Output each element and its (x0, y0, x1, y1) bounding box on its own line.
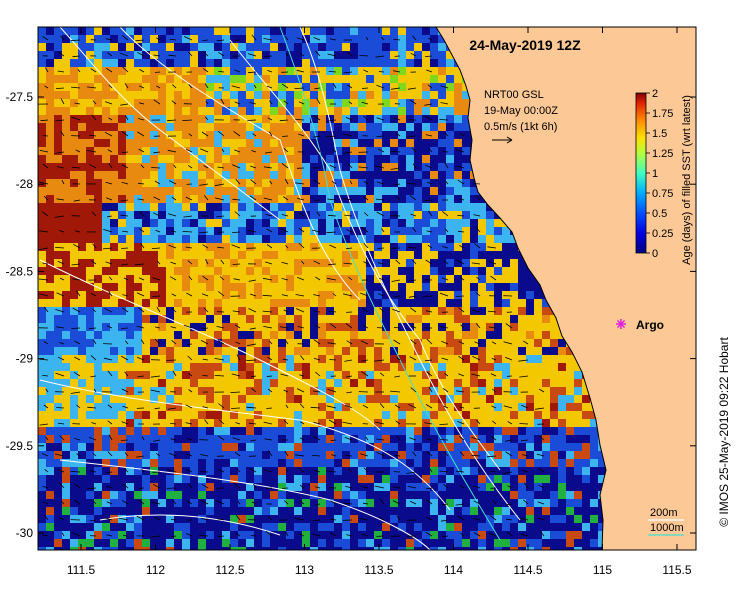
current-vector (152, 296, 160, 297)
map-plot-area (38, 27, 702, 555)
current-vector (235, 40, 240, 41)
current-vector (456, 296, 464, 297)
depth-200-label: 200m (650, 507, 678, 519)
current-vector (378, 248, 385, 249)
current-vector (440, 120, 449, 121)
y-tick-label: -27.5 (6, 90, 34, 104)
x-tick-label: 113 (295, 563, 314, 577)
colorbar-tick-label: 1.25 (652, 148, 673, 160)
colorbar-label: Age (days) of filled SST (wrt latest) (681, 95, 693, 265)
colorbar-tick-label: 1.75 (652, 108, 673, 120)
colorbar-tick-label: 2 (652, 88, 658, 100)
current-vector (71, 328, 80, 329)
current-vector (362, 88, 368, 89)
current-vector (231, 408, 240, 409)
current-vector (121, 248, 128, 249)
colorbar-tick-label: 1.5 (652, 128, 667, 140)
x-tick-label: 115 (593, 563, 612, 577)
colorbar-tick-label: 0 (652, 248, 658, 260)
x-tick-label: 114.5 (513, 563, 542, 577)
current-vector (233, 264, 240, 265)
current-vector (520, 424, 529, 425)
current-vector (266, 408, 272, 409)
colorbar-tick-label: 0.25 (652, 228, 673, 240)
x-tick-label: 115.5 (662, 563, 691, 577)
y-tick-label: -29.5 (6, 439, 34, 453)
x-tick-label: 112.5 (215, 563, 244, 577)
x-tick-label: 113.5 (364, 563, 393, 577)
current-vector (282, 136, 288, 137)
current-product-label: NRT00 GSL (484, 89, 544, 101)
depth-1000-label: 1000m (650, 522, 684, 534)
current-vector (379, 72, 384, 73)
y-tick-label: -28 (16, 177, 34, 191)
x-tick-label: 114 (444, 563, 463, 577)
argo-star-icon (616, 319, 626, 329)
map-title: 24-May-2019 12Z (469, 37, 581, 53)
colorbar-tick-label: 0.75 (652, 188, 673, 200)
y-tick-label: -30 (16, 526, 34, 540)
current-vector (247, 120, 256, 121)
argo-label: Argo (636, 318, 664, 332)
x-tick-label: 111.5 (67, 563, 96, 577)
current-vector (121, 328, 128, 329)
current-vector (155, 72, 160, 73)
x-tick-label: 112 (146, 563, 165, 577)
current-vector (151, 168, 160, 169)
credit-text: © IMOS 25-May-2019 09:22 Hobart (717, 337, 731, 527)
y-tick-label: -29 (16, 352, 34, 366)
colorbar-gradient (636, 93, 646, 253)
y-tick-label: -28.5 (6, 264, 34, 278)
current-vector (56, 408, 64, 409)
colorbar-tick-label: 1 (652, 168, 658, 180)
colorbar-tick-label: 0.5 (652, 208, 667, 220)
current-vector (329, 360, 336, 361)
current-vector (474, 184, 481, 185)
current-scale-label: 0.5m/s (1kt 6h) (484, 121, 557, 133)
current-vector (199, 536, 208, 537)
current-vector (166, 360, 176, 361)
current-vector (121, 440, 128, 441)
current-date-label: 19-May 00:00Z (484, 105, 558, 117)
current-vector (267, 376, 272, 377)
